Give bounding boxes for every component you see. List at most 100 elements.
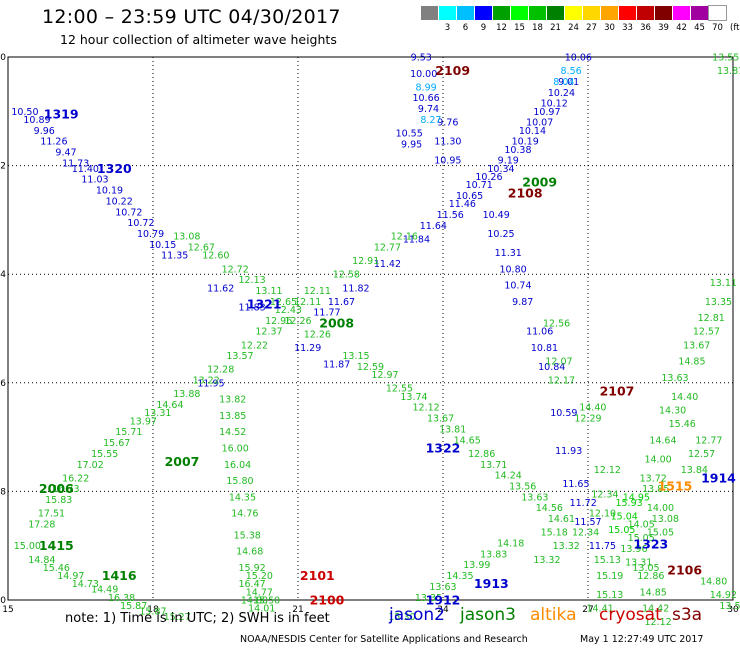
wave-height-value: 15.83 — [45, 495, 72, 506]
x-tick-label: 24 — [437, 605, 449, 615]
wave-height-value: 13.56 — [509, 481, 536, 492]
y-tick-label: -60 — [0, 596, 6, 606]
color-scale-swatch — [421, 6, 438, 20]
page-title: 12:00 – 23:59 UTC 04/30/2017 — [42, 6, 341, 28]
pass-label: 2006 — [39, 481, 74, 496]
wave-height-value: 15.13 — [594, 555, 621, 566]
y-tick-label: -58 — [0, 487, 6, 497]
wave-height-value: 14.35 — [229, 492, 256, 503]
wave-height-value: 15.92 — [238, 563, 265, 574]
color-scale-swatch — [583, 6, 600, 20]
wave-height-value: 10.24 — [548, 88, 575, 99]
color-scale-label: 27 — [586, 23, 597, 33]
x-tick-label: 30 — [727, 605, 739, 615]
color-scale-swatch — [529, 6, 546, 20]
wave-height-value: 13.35 — [415, 593, 442, 604]
wave-height-value: 13.85 — [219, 411, 246, 422]
wave-height-value: 14.64 — [649, 435, 676, 446]
wave-height-value: 13.72 — [640, 473, 667, 484]
wave-height-value: 13.74 — [400, 392, 427, 403]
color-scale-swatch — [511, 6, 528, 20]
wave-height-value: 10.80 — [499, 264, 526, 275]
wave-height-value: 15.05 — [608, 525, 635, 536]
wave-height-value: 12.12 — [594, 465, 621, 476]
wave-height-value: 11.64 — [420, 221, 447, 232]
wave-height-value: 12.12 — [644, 617, 671, 628]
wave-height-value: 15.67 — [103, 438, 130, 449]
wave-height-value: 10.71 — [466, 180, 493, 191]
wave-height-value: 9.47 — [55, 148, 76, 159]
wave-height-value: 10.38 — [504, 145, 531, 156]
wave-height-value: 13.63 — [661, 373, 688, 384]
generated-timestamp: May 1 12:27:49 UTC 2017 — [580, 634, 704, 645]
wave-height-value: 13.32 — [553, 541, 580, 552]
wave-height-value: 15.04 — [611, 511, 638, 522]
wave-height-value: 12.07 — [545, 357, 572, 368]
legend-altika: altika — [530, 605, 577, 625]
wave-height-value: 15.87 — [120, 601, 147, 612]
wave-height-value: 11.93 — [555, 446, 582, 457]
y-tick-label: -52 — [0, 162, 6, 172]
wave-height-value: 13.96 — [620, 544, 647, 555]
color-scale-swatch — [637, 6, 654, 20]
wave-height-value: 13.82 — [219, 395, 246, 406]
pass-label: 2108 — [508, 185, 543, 200]
wave-height-value: 15.87 — [139, 606, 166, 617]
wave-height-value: 11.03 — [81, 175, 108, 186]
pass-label: 2008 — [319, 316, 354, 331]
wave-height-value: 12.55 — [386, 384, 413, 395]
wave-height-value: 16.73 — [52, 484, 79, 495]
pass-label: 1321 — [247, 297, 282, 312]
pass-label: 2007 — [165, 454, 200, 469]
wave-height-value: 12.22 — [241, 340, 268, 351]
wave-height-value: 12.86 — [468, 449, 495, 460]
wave-height-value: 11.77 — [313, 308, 340, 319]
y-tick-label: -54 — [0, 270, 6, 280]
wave-height-value: 14.73 — [72, 579, 99, 590]
pass-label: 1914 — [701, 470, 736, 485]
wave-height-value: 15.05 — [628, 533, 655, 544]
wave-height-value: 12.10 — [589, 509, 616, 520]
wave-height-value: 15.55 — [91, 449, 118, 460]
pass-label: 2101 — [300, 568, 335, 583]
wave-height-value: 13.57 — [719, 601, 740, 612]
wave-height-value: 12.65 — [270, 297, 297, 308]
wave-height-value: 13.08 — [173, 232, 200, 243]
wave-height-value: 12.34 — [572, 528, 599, 539]
wave-height-value: 12.96 — [265, 316, 292, 327]
wave-height-value: 14.65 — [454, 435, 481, 446]
color-scale-label: 33 — [622, 23, 633, 33]
pass-label: 1913 — [474, 576, 509, 591]
wave-height-value: 17.28 — [28, 519, 55, 530]
wave-height-value: 14.40 — [579, 403, 606, 414]
wave-height-value: 14.61 — [548, 514, 575, 525]
wave-height-value: 13.71 — [480, 460, 507, 471]
wave-height-value: 13.81 — [717, 66, 740, 77]
wave-height-value: 14.95 — [623, 492, 650, 503]
wave-height-value: 11.29 — [294, 343, 321, 354]
wave-height-value: 14.49 — [91, 585, 118, 596]
wave-height-value: 12.59 — [357, 362, 384, 373]
wave-height-value: 11.57 — [574, 517, 601, 528]
wave-height-value: 15.13 — [596, 590, 623, 601]
wave-height-value: 16.47 — [238, 579, 265, 590]
wave-height-value: 15.71 — [115, 427, 142, 438]
wave-height-value: 14.80 — [700, 576, 727, 587]
wave-height-value: 14.92 — [710, 590, 737, 601]
wave-height-value: 15.46 — [669, 419, 696, 430]
wave-height-value: 14.52 — [219, 427, 246, 438]
wave-height-value: 13.83 — [480, 549, 507, 560]
color-scale-label: 42 — [676, 23, 687, 33]
wave-height-value: 13.81 — [439, 424, 466, 435]
wave-height-value: 9.95 — [401, 139, 422, 150]
wave-height-value: 13.55 — [712, 53, 739, 64]
wave-height-value: 11.72 — [570, 498, 597, 509]
wave-height-value: 13.15 — [342, 351, 369, 362]
wave-height-value: 13.67 — [683, 340, 710, 351]
wave-height-value: 12.72 — [222, 264, 249, 275]
wave-height-value: 16.38 — [108, 593, 135, 604]
wave-height-value: 10.84 — [538, 362, 565, 373]
wave-height-value: 13.31 — [625, 557, 652, 568]
pass-label: 2009 — [522, 174, 557, 189]
